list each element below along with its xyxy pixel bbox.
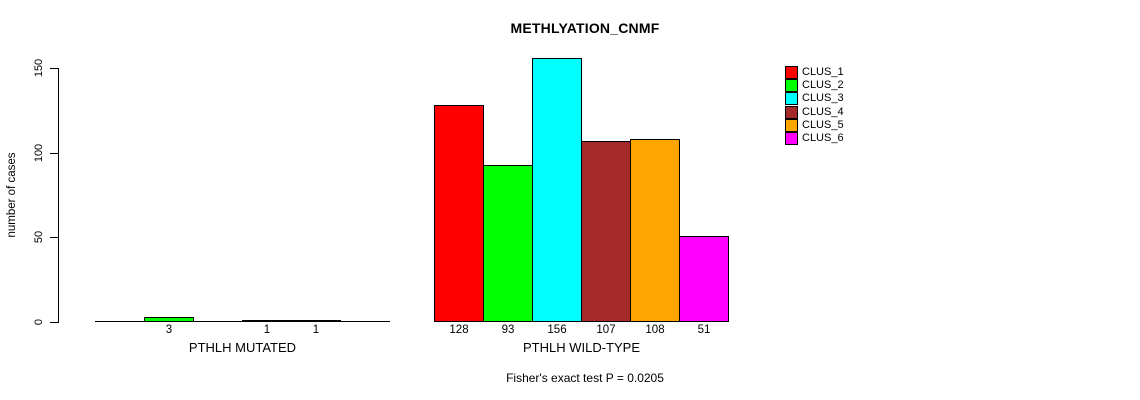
y-tick xyxy=(50,153,58,154)
bar-clus_4 xyxy=(581,141,631,322)
y-axis-label: number of cases xyxy=(6,152,18,238)
bar-clus_5 xyxy=(630,139,680,322)
chart-title: METHLYATION_CNMF xyxy=(510,20,660,36)
legend-swatch-clus_1 xyxy=(785,66,798,79)
y-axis-line xyxy=(58,68,59,323)
legend-swatch-clus_3 xyxy=(785,92,798,105)
bar-clus_2 xyxy=(144,317,194,322)
legend-item: CLUS_4 xyxy=(785,106,844,119)
bar-value-label: 108 xyxy=(645,324,665,336)
legend-item: CLUS_5 xyxy=(785,119,844,132)
legend-label: CLUS_3 xyxy=(802,92,844,104)
y-tick-label: 150 xyxy=(33,58,45,78)
bar-clus_3 xyxy=(193,321,243,322)
y-tick-label: 0 xyxy=(33,318,45,326)
legend-swatch-clus_2 xyxy=(785,79,798,92)
legend-swatch-clus_4 xyxy=(785,106,798,119)
bar-value-label: 1 xyxy=(263,324,271,336)
y-tick-label: 100 xyxy=(33,143,45,163)
bar-value-label: 93 xyxy=(501,324,515,336)
legend-label: CLUS_2 xyxy=(802,79,844,91)
y-tick xyxy=(50,237,58,238)
bar-value-label: 156 xyxy=(547,324,567,336)
group-label: PTHLH WILD-TYPE xyxy=(522,340,640,355)
bar-clus_4 xyxy=(242,320,292,322)
legend-label: CLUS_6 xyxy=(802,132,844,144)
bar-value-label: 107 xyxy=(596,324,616,336)
bar-clus_3 xyxy=(532,58,582,322)
y-tick-label: 50 xyxy=(33,230,45,244)
bar-value-label: 128 xyxy=(449,324,469,336)
legend-swatch-clus_6 xyxy=(785,132,798,145)
legend-item: CLUS_6 xyxy=(785,132,844,145)
y-tick xyxy=(50,322,58,323)
bar-value-label: 1 xyxy=(312,324,320,336)
legend-label: CLUS_5 xyxy=(802,119,844,131)
group-label: PTHLH MUTATED xyxy=(188,340,297,355)
legend-item: CLUS_1 xyxy=(785,66,844,79)
y-tick xyxy=(50,68,58,69)
legend-swatch-clus_5 xyxy=(785,119,798,132)
legend-item: CLUS_2 xyxy=(785,79,844,92)
annotation-text: Fisher's exact test P = 0.0205 xyxy=(506,371,664,385)
bar-clus_2 xyxy=(483,165,533,322)
legend-label: CLUS_4 xyxy=(802,106,844,118)
bar-value-label: 51 xyxy=(697,324,711,336)
bar-clus_1 xyxy=(434,105,484,322)
legend-label: CLUS_1 xyxy=(802,66,844,78)
bar-value-label: 3 xyxy=(165,324,173,336)
bar-clus_6 xyxy=(340,321,390,322)
bar-clus_1 xyxy=(95,321,145,322)
bar-clus_6 xyxy=(679,236,729,322)
bar-clus_5 xyxy=(291,320,341,322)
legend-item: CLUS_3 xyxy=(785,92,844,105)
